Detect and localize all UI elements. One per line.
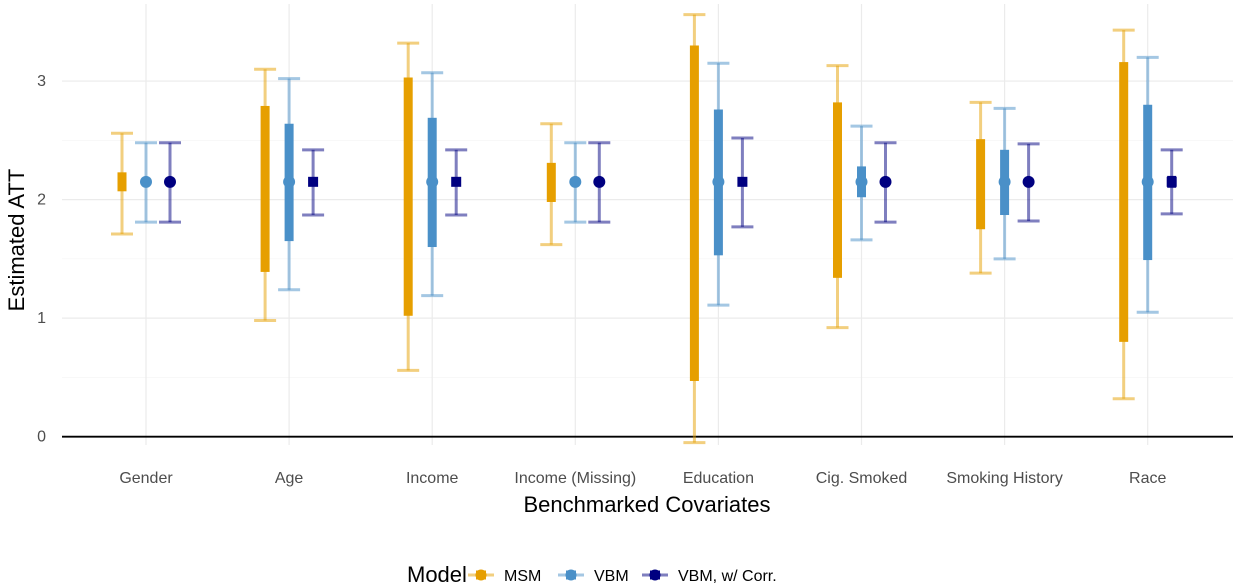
interval-msm (826, 64, 849, 330)
interval-vbm (850, 124, 873, 242)
interval-vbm-w-corr (159, 141, 181, 224)
inner-interval-bar (1119, 62, 1129, 342)
interval-msm (969, 100, 992, 275)
interval-vbm-w-corr (588, 141, 611, 224)
legend-key-point (565, 569, 577, 581)
inner-interval-bar (260, 105, 270, 272)
marks (111, 13, 1183, 445)
legend-label: VBM (594, 568, 629, 585)
point-estimate-marker (855, 175, 868, 188)
y-axis: 0 1 2 3 (37, 73, 46, 446)
point-estimate-marker (593, 175, 606, 188)
interval-msm (111, 131, 133, 236)
interval-vbm-w-corr (874, 141, 897, 224)
x-tick-label: Age (275, 470, 304, 487)
point-estimate-marker (1166, 176, 1177, 187)
interval-vbm-w-corr (302, 148, 325, 217)
y-tick-label: 1 (37, 310, 46, 327)
x-axis: Gender Age Income Income (Missing) Education… (119, 470, 1166, 487)
point-estimate-marker (879, 175, 892, 188)
y-tick-label: 2 (37, 192, 46, 209)
grid (62, 4, 1233, 445)
legend-item: VBM, w/ Corr. (642, 568, 777, 585)
interval-vbm (707, 61, 730, 307)
point-estimate-marker (1022, 175, 1035, 188)
x-tick-label: Income (Missing) (514, 470, 636, 487)
legend-item: VBM (558, 568, 629, 585)
point-estimate-marker (283, 175, 296, 188)
interval-msm (397, 41, 420, 372)
interval-msm (683, 13, 706, 445)
interval-vbm-w-corr (1017, 142, 1040, 223)
y-axis-title: Estimated ATT (4, 169, 29, 312)
interval-vbm (564, 141, 587, 224)
interval-vbm-w-corr (731, 136, 754, 229)
interval-vbm-w-corr (1160, 148, 1183, 216)
legend-title: Model (407, 562, 467, 586)
x-axis-title: Benchmarked Covariates (523, 492, 770, 517)
interval-vbm-w-corr (445, 148, 468, 217)
point-estimate-marker (164, 175, 176, 188)
inner-interval-bar (689, 45, 699, 381)
inner-interval-bar (976, 139, 986, 230)
point-estimate-marker (998, 175, 1011, 188)
x-tick-label: Income (406, 470, 459, 487)
point-estimate-marker (712, 175, 725, 188)
point-estimate-marker (140, 175, 152, 188)
interval-msm (1112, 28, 1135, 401)
interval-vbm (1136, 55, 1159, 314)
legend-label: MSM (504, 568, 541, 585)
point-estimate-marker (426, 175, 439, 188)
point-estimate-marker (308, 176, 319, 187)
x-tick-label: Cig. Smoked (816, 470, 908, 487)
legend-key-point (649, 569, 661, 581)
point-estimate-marker (451, 176, 462, 187)
inner-interval-bar (833, 102, 842, 278)
legend-item: MSM (468, 568, 541, 585)
interval-vbm (278, 77, 301, 292)
x-tick-label: Education (683, 470, 754, 487)
legend-label: VBM, w/ Corr. (678, 568, 777, 585)
point-estimate-marker (1141, 175, 1154, 188)
interval-vbm (421, 71, 444, 298)
interval-vbm (135, 141, 157, 224)
x-tick-label: Race (1129, 470, 1166, 487)
interval-msm (254, 67, 277, 323)
inner-interval-bar (546, 162, 556, 202)
legend-key-point (475, 569, 487, 581)
legend: Model MSM VBM VBM, w/ Corr. (407, 562, 777, 586)
y-tick-label: 0 (37, 429, 46, 446)
y-tick-label: 3 (37, 73, 46, 90)
interval-msm (540, 122, 563, 247)
x-tick-label: Gender (119, 470, 173, 487)
inner-interval-bar (403, 77, 413, 316)
point-estimate-marker (569, 175, 582, 188)
point-estimate-marker (737, 176, 748, 187)
inner-interval-bar (117, 172, 127, 192)
legend-items: MSM VBM VBM, w/ Corr. (468, 568, 777, 585)
x-tick-label: Smoking History (946, 470, 1062, 487)
interval-vbm (993, 106, 1016, 261)
